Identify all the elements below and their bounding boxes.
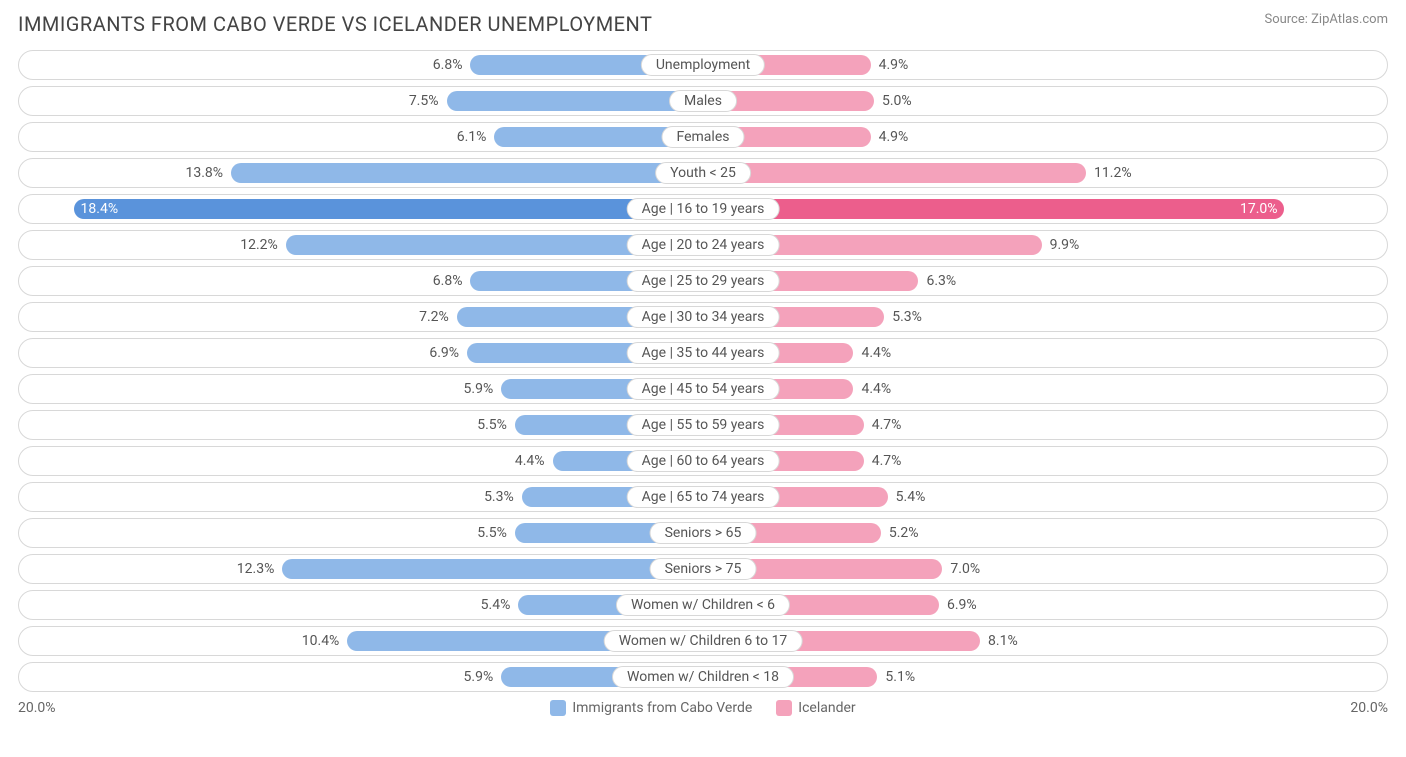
value-left: 4.4% [515, 447, 545, 475]
legend-item-left: Immigrants from Cabo Verde [550, 700, 752, 716]
legend-item-right: Icelander [776, 700, 855, 716]
chart-row: 6.9% 4.4% Age | 35 to 44 years [18, 338, 1388, 368]
chart-title: IMMIGRANTS FROM CABO VERDE VS ICELANDER … [18, 12, 652, 36]
category-label: Women w/ Children < 18 [612, 666, 794, 688]
chart-row: 10.4% 8.1% Women w/ Children 6 to 17 [18, 626, 1388, 656]
value-left: 18.4% [81, 195, 119, 223]
value-left: 5.9% [464, 663, 494, 691]
legend-label-right: Icelander [798, 700, 855, 716]
chart-row: 6.8% 6.3% Age | 25 to 29 years [18, 266, 1388, 296]
chart-row: 5.3% 5.4% Age | 65 to 74 years [18, 482, 1388, 512]
value-left: 5.5% [477, 411, 507, 439]
value-right: 11.2% [1094, 159, 1132, 187]
legend-swatch-right [776, 700, 792, 716]
chart-row: 7.2% 5.3% Age | 30 to 34 years [18, 302, 1388, 332]
category-label: Age | 16 to 19 years [627, 198, 780, 220]
value-left: 5.4% [481, 591, 511, 619]
bar-right [703, 163, 1086, 183]
axis-legend-row: 20.0% Immigrants from Cabo Verde Iceland… [18, 700, 1388, 716]
category-label: Age | 65 to 74 years [627, 486, 780, 508]
value-left: 7.5% [409, 87, 439, 115]
chart-row: 5.4% 6.9% Women w/ Children < 6 [18, 590, 1388, 620]
legend-label-left: Immigrants from Cabo Verde [572, 700, 752, 716]
source-credit: Source: ZipAtlas.com [1264, 12, 1388, 27]
value-right: 7.0% [950, 555, 980, 583]
value-right: 6.3% [926, 267, 956, 295]
category-label: Age | 25 to 29 years [627, 270, 780, 292]
value-right: 5.1% [885, 663, 915, 691]
category-label: Youth < 25 [655, 162, 751, 184]
bar-left [282, 559, 703, 579]
value-right: 4.4% [861, 375, 891, 403]
value-left: 6.9% [429, 339, 459, 367]
value-left: 13.8% [185, 159, 223, 187]
category-label: Age | 35 to 44 years [627, 342, 780, 364]
category-label: Seniors > 75 [650, 558, 757, 580]
axis-left-max: 20.0% [18, 700, 56, 716]
category-label: Females [662, 126, 745, 148]
value-left: 12.3% [237, 555, 275, 583]
value-right: 5.4% [896, 483, 926, 511]
value-left: 5.3% [484, 483, 514, 511]
category-label: Age | 55 to 59 years [627, 414, 780, 436]
chart-row: 5.5% 5.2% Seniors > 65 [18, 518, 1388, 548]
value-right: 6.9% [947, 591, 977, 619]
butterfly-chart: 6.8% 4.9% Unemployment 7.5% 5.0% Males 6.1% 4.9… [18, 50, 1388, 692]
value-right: 5.0% [882, 87, 912, 115]
category-label: Age | 30 to 34 years [627, 306, 780, 328]
value-left: 5.9% [464, 375, 494, 403]
value-right: 9.9% [1050, 231, 1080, 259]
chart-row: 6.1% 4.9% Females [18, 122, 1388, 152]
chart-row: 13.8% 11.2% Youth < 25 [18, 158, 1388, 188]
value-right: 4.7% [872, 411, 902, 439]
value-right: 4.7% [872, 447, 902, 475]
category-label: Seniors > 65 [650, 522, 757, 544]
category-label: Women w/ Children < 6 [616, 594, 790, 616]
value-left: 6.8% [433, 267, 463, 295]
bar-left [74, 199, 703, 219]
axis-right-max: 20.0% [1350, 700, 1388, 716]
bar-left [447, 91, 704, 111]
value-right: 5.3% [892, 303, 922, 331]
chart-row: 5.5% 4.7% Age | 55 to 59 years [18, 410, 1388, 440]
bar-right [703, 199, 1284, 219]
bar-left [231, 163, 703, 183]
value-left: 7.2% [419, 303, 449, 331]
value-left: 6.8% [433, 51, 463, 79]
chart-row: 12.3% 7.0% Seniors > 75 [18, 554, 1388, 584]
category-label: Age | 45 to 54 years [627, 378, 780, 400]
category-label: Age | 20 to 24 years [627, 234, 780, 256]
legend: Immigrants from Cabo Verde Icelander [550, 700, 855, 716]
chart-row: 6.8% 4.9% Unemployment [18, 50, 1388, 80]
value-right: 4.9% [879, 123, 909, 151]
category-label: Males [669, 90, 737, 112]
value-right: 4.4% [861, 339, 891, 367]
value-right: 4.9% [879, 51, 909, 79]
category-label: Age | 60 to 64 years [627, 450, 780, 472]
chart-row: 7.5% 5.0% Males [18, 86, 1388, 116]
value-right: 17.0% [1240, 195, 1278, 223]
value-right: 5.2% [889, 519, 919, 547]
category-label: Unemployment [641, 54, 765, 76]
value-left: 6.1% [457, 123, 487, 151]
value-left: 12.2% [240, 231, 278, 259]
chart-row: 5.9% 4.4% Age | 45 to 54 years [18, 374, 1388, 404]
chart-row: 5.9% 5.1% Women w/ Children < 18 [18, 662, 1388, 692]
legend-swatch-left [550, 700, 566, 716]
category-label: Women w/ Children 6 to 17 [604, 630, 803, 652]
chart-row: 12.2% 9.9% Age | 20 to 24 years [18, 230, 1388, 260]
value-left: 10.4% [302, 627, 340, 655]
value-left: 5.5% [477, 519, 507, 547]
value-right: 8.1% [988, 627, 1018, 655]
chart-row: 4.4% 4.7% Age | 60 to 64 years [18, 446, 1388, 476]
chart-row: 18.4% 17.0% Age | 16 to 19 years [18, 194, 1388, 224]
